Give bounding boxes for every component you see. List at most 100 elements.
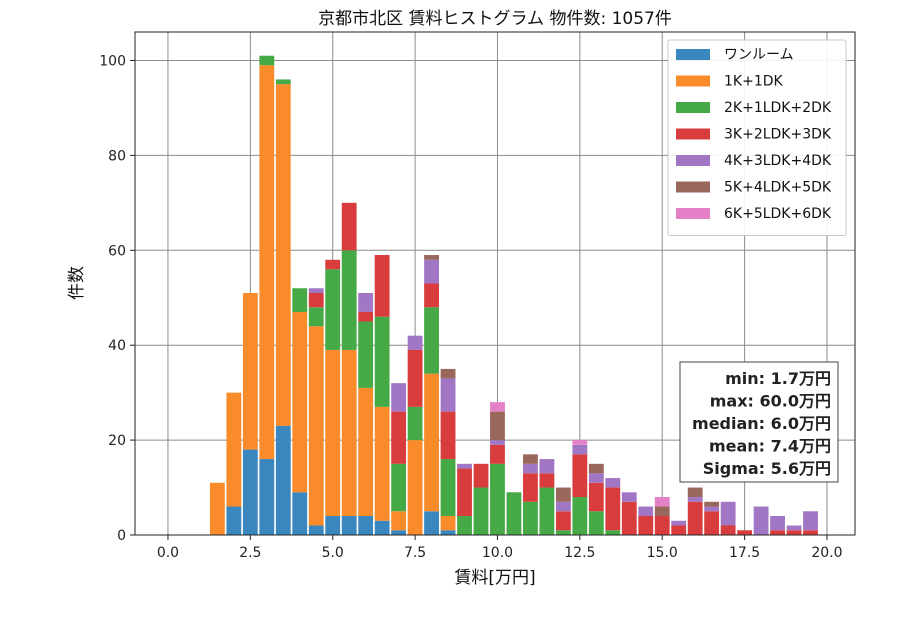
bar-segment — [424, 259, 439, 284]
bar-segment — [424, 373, 439, 512]
bar-segment — [242, 292, 258, 450]
bar-segment — [457, 516, 472, 535]
x-tick-label: 15.0 — [647, 545, 678, 561]
bar-segment — [407, 349, 423, 407]
bar-segment — [671, 520, 687, 526]
bar-segment — [440, 378, 456, 412]
bar-segment — [654, 506, 670, 517]
bar-segment — [407, 406, 423, 441]
bar-segment — [523, 501, 538, 535]
bars-layer — [209, 55, 818, 535]
bar-segment — [341, 349, 357, 517]
bar-segment — [292, 492, 308, 535]
x-axis-ticks: 0.0 2.5 5.0 7.5 10.0 12.5 15.0 17.5 20.0 — [157, 535, 843, 561]
legend: ワンルーム 1K+1DK 2K+1LDK+2DK 3K+2LDK+3DK 4K+3LDK… — [667, 39, 847, 236]
bar-segment — [407, 440, 423, 535]
y-tick-label: 60 — [108, 243, 126, 259]
bar-segment — [539, 487, 555, 535]
bar-segment — [490, 444, 505, 464]
legend-swatch — [676, 102, 710, 113]
bar-segment — [539, 459, 555, 474]
bar-segment — [572, 440, 588, 445]
bar-segment — [440, 530, 456, 535]
bar-segment — [621, 501, 637, 535]
bar-segment — [753, 506, 769, 535]
bar-segment — [490, 411, 505, 441]
bar-segment — [275, 84, 291, 426]
bar-segment — [786, 525, 802, 531]
bar-segment — [737, 530, 753, 535]
bar-segment — [523, 463, 538, 474]
stats-box: min: 1.7万円 max: 60.0万円 median: 6.0万円 mean: … — [679, 361, 839, 483]
bar-segment — [457, 468, 472, 517]
bar-segment — [605, 478, 621, 488]
bar-segment — [572, 454, 588, 498]
bar-segment — [341, 250, 357, 350]
x-tick-label: 12.5 — [564, 545, 595, 561]
bar-segment — [391, 411, 407, 464]
bar-segment — [391, 530, 407, 535]
bar-segment — [523, 473, 538, 502]
y-tick-label: 40 — [108, 338, 126, 354]
legend-swatch — [676, 155, 710, 166]
bar-segment — [720, 501, 736, 526]
bar-segment — [325, 269, 341, 350]
x-axis-label: 賃料[万円] — [454, 568, 535, 588]
bar-segment — [588, 511, 604, 535]
bar-segment — [341, 202, 357, 251]
legend-swatch — [676, 128, 710, 140]
bar-segment — [440, 516, 456, 531]
bar-segment — [242, 449, 258, 535]
bar-segment — [308, 525, 324, 535]
bar-segment — [308, 288, 324, 293]
bar-segment — [226, 392, 242, 507]
bar-segment — [358, 321, 374, 388]
bar-segment — [523, 454, 538, 464]
bar-segment — [358, 387, 374, 517]
bar-segment — [588, 463, 604, 474]
bar-segment — [391, 383, 407, 412]
legend-label: ワンルーム — [724, 47, 794, 63]
bar-segment — [457, 463, 472, 469]
stats-line: max: 60.0万円 — [710, 392, 831, 411]
x-tick-label: 2.5 — [239, 545, 261, 561]
bar-segment — [605, 487, 621, 531]
stats-line: min: 1.7万円 — [725, 369, 831, 388]
bar-segment — [259, 459, 275, 535]
bar-segment — [374, 520, 390, 535]
bar-segment — [226, 506, 242, 535]
bar-segment — [275, 79, 291, 85]
bar-segment — [555, 530, 571, 535]
legend-swatch — [676, 75, 710, 87]
bar-segment — [374, 406, 390, 521]
bar-segment — [275, 425, 291, 535]
bar-segment — [325, 259, 341, 270]
bar-segment — [358, 292, 374, 312]
bar-segment — [473, 463, 489, 488]
bar-segment — [308, 292, 324, 308]
stats-line: median: 6.0万円 — [692, 414, 831, 433]
bar-segment — [654, 497, 670, 507]
stats-frame — [679, 361, 839, 483]
bar-segment — [341, 516, 357, 535]
y-tick-label: 100 — [99, 53, 126, 69]
bar-segment — [424, 255, 439, 260]
bar-segment — [440, 411, 456, 460]
bar-segment — [259, 55, 275, 66]
plot-frame — [134, 31, 856, 536]
legend-label: 1K+1DK — [724, 74, 784, 90]
y-tick-label: 20 — [108, 433, 126, 449]
legend-swatch — [676, 49, 710, 60]
bar-segment — [687, 497, 703, 502]
bar-segment — [259, 65, 275, 460]
legend-label: 5K+4LDK+5DK — [724, 180, 832, 196]
bar-segment — [704, 501, 720, 507]
bar-segment — [786, 530, 802, 535]
bar-segment — [473, 487, 489, 535]
x-tick-label: 7.5 — [404, 545, 426, 561]
x-tick-label: 20.0 — [811, 545, 842, 561]
bar-segment — [424, 283, 439, 308]
bar-segment — [803, 530, 818, 535]
